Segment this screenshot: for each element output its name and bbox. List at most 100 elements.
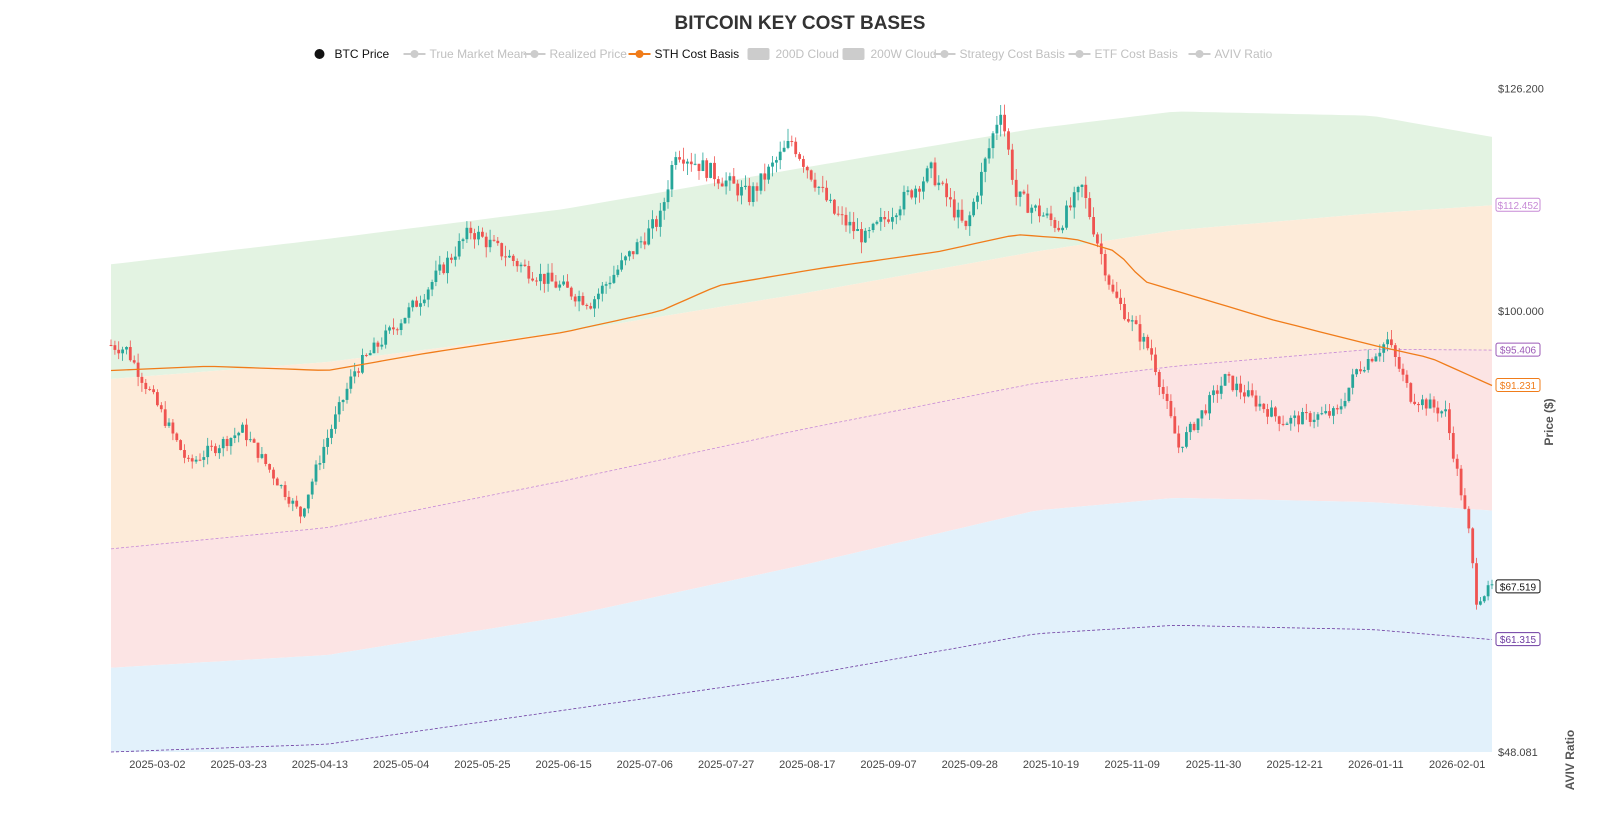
candle-body — [113, 345, 117, 350]
candle-body — [1444, 409, 1447, 412]
candle-body — [1022, 191, 1026, 194]
candle-body — [1479, 601, 1482, 605]
x-tick-label: 2025-03-02 — [129, 759, 185, 771]
candle-body — [109, 345, 113, 346]
candle-body — [167, 422, 171, 426]
candle-body — [128, 347, 132, 361]
candle-body — [802, 159, 805, 167]
y-tick-label: $100.000 — [1498, 306, 1544, 318]
candle-body — [1274, 407, 1277, 417]
candle-body — [585, 304, 589, 306]
candle-body — [771, 162, 774, 167]
candle-body — [214, 446, 217, 454]
legend-item[interactable]: Strategy Cost Basis — [933, 47, 1065, 61]
candle-body — [1030, 207, 1034, 213]
candle-body — [194, 459, 198, 462]
candle-body — [1227, 374, 1231, 376]
band-blue — [111, 498, 1492, 752]
candle-body — [1188, 423, 1192, 433]
candle-body — [450, 257, 453, 260]
candle-body — [275, 478, 279, 486]
candle-body — [1235, 383, 1239, 391]
legend-item[interactable]: 200W Cloud — [842, 47, 937, 61]
candle-body — [1250, 390, 1254, 396]
candle-body — [426, 289, 430, 300]
legend-item[interactable]: BTC Price — [314, 47, 390, 61]
legend[interactable]: BTC Price True Market Mean Realized Price S… — [314, 47, 1273, 61]
candle-body — [1096, 234, 1099, 244]
candle-body — [1301, 412, 1304, 425]
x-tick-label: 2026-01-11 — [1348, 759, 1403, 771]
band-green — [111, 111, 1492, 379]
candle-body — [933, 162, 937, 186]
candle-body — [1196, 418, 1200, 430]
candle-body — [434, 270, 438, 282]
candle-body — [515, 261, 519, 267]
legend-item[interactable]: 200D Cloud — [747, 47, 839, 61]
candle-body — [1099, 243, 1103, 255]
candle-body — [1339, 406, 1343, 410]
legend-label: STH Cost Basis — [655, 47, 740, 61]
candle-body — [809, 170, 813, 180]
x-tick-label: 2025-08-17 — [779, 759, 835, 771]
candle-body — [1181, 446, 1184, 448]
candle-body — [419, 303, 422, 307]
candle-body — [759, 173, 763, 191]
candle-body — [898, 209, 902, 216]
y-tick-label: $48.081 — [1498, 747, 1538, 759]
legend-item[interactable]: ETF Cost Basis — [1068, 47, 1178, 61]
candle-body — [922, 181, 925, 192]
price-badges: $112.452 $95.406 $91.231 $67.519 $61.315 — [1495, 197, 1541, 647]
candle-body — [322, 446, 326, 463]
candle-body — [1049, 213, 1053, 220]
candle-body — [999, 114, 1003, 125]
candle-body — [163, 409, 167, 426]
x-tick-label: 2025-11-30 — [1186, 759, 1241, 771]
x-tick-label: 2026-02-01 — [1429, 759, 1485, 771]
candle-body — [1177, 433, 1181, 448]
candle-body — [952, 199, 956, 218]
candle-body — [1161, 387, 1165, 394]
candle-body — [875, 221, 879, 224]
legend-marker-icon — [410, 50, 419, 58]
candle-body — [937, 182, 941, 186]
candle-body — [1200, 410, 1204, 419]
candle-body — [1451, 433, 1455, 459]
legend-label: True Market Mean — [430, 47, 528, 61]
candle-body — [655, 219, 658, 227]
candle-body — [539, 273, 542, 282]
candle-body — [1018, 191, 1022, 197]
candle-body — [295, 500, 299, 507]
candle-body — [620, 260, 623, 270]
candle-body — [581, 296, 585, 305]
candle-body — [1219, 385, 1223, 394]
candle-body — [1297, 415, 1300, 425]
candle-body — [817, 186, 821, 188]
candle-body — [241, 424, 244, 433]
candle-body — [840, 214, 844, 216]
candle-body — [1328, 411, 1331, 416]
candle-body — [496, 240, 500, 244]
candle-body — [117, 349, 121, 354]
sth-cost-basis-line — [110, 234, 1493, 387]
candle-body — [945, 183, 948, 198]
y2-axis-label: AVIV Ratio — [1563, 730, 1577, 790]
candle-body — [1208, 395, 1211, 414]
legend-item[interactable]: STH Cost Basis — [628, 47, 740, 61]
y-tick-label: $126.200 — [1498, 84, 1544, 96]
candle-body — [1316, 414, 1320, 420]
x-tick-label: 2025-12-21 — [1267, 759, 1323, 771]
candle-body — [674, 157, 678, 165]
legend-item[interactable]: True Market Mean — [403, 47, 528, 61]
candle-body — [256, 442, 260, 458]
legend-item[interactable]: AVIV Ratio — [1188, 47, 1273, 61]
candle-body — [318, 463, 322, 465]
candle-body — [693, 163, 697, 165]
candle-body — [651, 219, 654, 229]
candle-body — [918, 188, 921, 192]
candle-body — [1007, 131, 1010, 150]
candle-body — [481, 231, 484, 237]
candle-body — [198, 459, 202, 461]
candle-body — [1223, 374, 1227, 386]
legend-item[interactable]: Realized Price — [523, 47, 628, 61]
